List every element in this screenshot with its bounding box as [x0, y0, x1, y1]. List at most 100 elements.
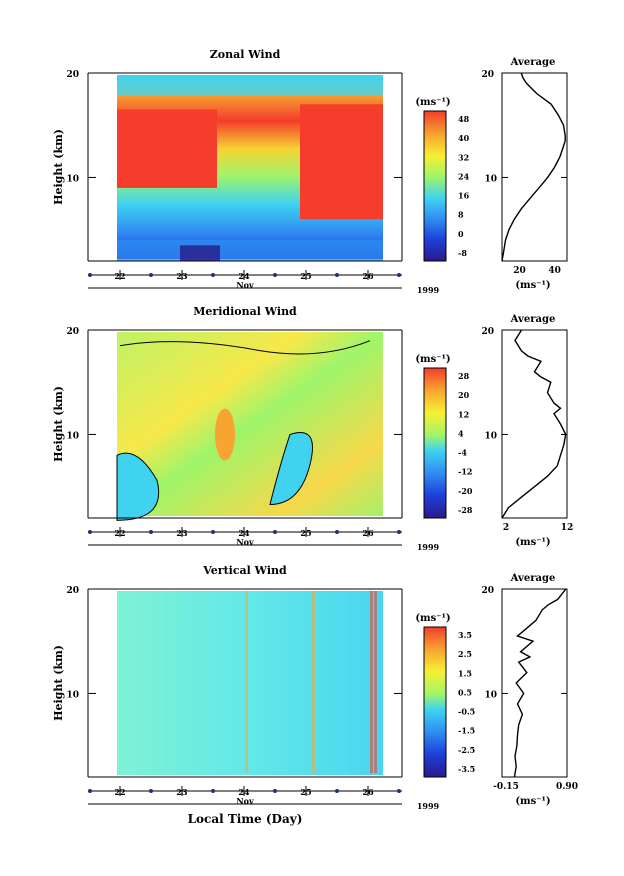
colorbar-tick-label: 20 [458, 390, 470, 400]
y-axis-label: Height (km) [52, 645, 65, 721]
colorbar-tick-label: -12 [458, 467, 472, 477]
month-label: Nov [236, 280, 254, 290]
date-tick-label: 23 [176, 528, 188, 538]
colorbar-unit: (ms⁻¹) [415, 354, 450, 365]
colorbar-tick-label: -2.5 [458, 745, 475, 755]
date-half-marker [211, 530, 215, 534]
average-title: Average [510, 573, 556, 584]
average-frame [501, 72, 568, 262]
colorbar [423, 626, 447, 778]
y-axis-label: Height (km) [52, 129, 65, 205]
vertical-wind-streak [245, 591, 248, 773]
colorbar-tick-label: 3.5 [458, 630, 472, 640]
date-half-marker [273, 530, 277, 534]
average-frame [501, 329, 568, 519]
colorbar-tick-label: -3.5 [458, 764, 475, 774]
date-half-marker [88, 273, 92, 277]
date-tick-label: 24 [238, 528, 250, 538]
vertical-wind-streak [312, 591, 315, 773]
date-tick-label: 25 [300, 528, 311, 538]
average-panel-1: Average 20 10 20 40 (ms⁻¹) [481, 57, 568, 291]
upper-band [117, 75, 383, 96]
date-tick-label: 22 [114, 787, 125, 797]
negative-contour-right [269, 432, 313, 505]
colorbar-tick-label: 48 [458, 114, 470, 124]
average-x-tick: 40 [548, 266, 561, 276]
date-half-marker [88, 789, 92, 793]
date-tick-label: 26 [362, 271, 374, 281]
date-tick-label: 22 [114, 271, 125, 281]
colorbar-tick-label: 32 [458, 152, 469, 162]
average-frame [501, 588, 568, 778]
average-x-tick: -0.15 [493, 782, 519, 792]
average-panel-3: Average 20 10 -0.15 0.90 (ms⁻¹) [481, 573, 577, 807]
y-tick-label: 20 [66, 70, 79, 80]
date-tick-label: 23 [176, 787, 188, 797]
month-label: Nov [236, 796, 254, 806]
colorbar-tick-label: 24 [458, 171, 470, 181]
date-tick-label: 25 [300, 787, 311, 797]
date-half-marker [335, 273, 339, 277]
date-half-marker [88, 530, 92, 534]
average-y-tick: 20 [481, 586, 494, 596]
colorbar-tick-label: 0.5 [458, 687, 472, 697]
y-tick-label: 20 [66, 586, 79, 596]
y-tick-label: 10 [66, 690, 79, 700]
colorbar-tick-label: -4 [458, 448, 467, 458]
jet-core-right [300, 104, 383, 220]
bottom-x-axis-label: Local Time (Day) [188, 812, 303, 826]
colorbar-tick-label: 28 [458, 371, 470, 381]
average-title: Average [510, 57, 556, 68]
year-label: 1999 [417, 542, 440, 552]
data-field [117, 591, 383, 775]
average-x-tick: 20 [513, 266, 526, 276]
vertical-wind-streak [370, 591, 373, 773]
year-label: 1999 [417, 801, 440, 811]
date-half-marker [397, 273, 401, 277]
average-y-tick: 10 [484, 690, 497, 700]
average-x-label: (ms⁻¹) [515, 796, 550, 807]
negative-contour-left [116, 452, 159, 521]
average-profile-line [513, 588, 567, 778]
colorbar [423, 110, 447, 262]
date-tick-label: 26 [362, 787, 374, 797]
colorbar-tick-label: -8 [458, 248, 467, 258]
panel-title: Vertical Wind [202, 564, 287, 577]
date-half-marker [397, 789, 401, 793]
colorbar-tick-label: 4 [458, 428, 464, 438]
average-title: Average [510, 314, 556, 325]
average-y-tick: 10 [484, 431, 497, 441]
y-tick-label: 10 [66, 431, 79, 441]
average-y-tick: 10 [484, 174, 497, 184]
date-tick-label: 24 [238, 787, 250, 797]
colorbar-tick-label: 1.5 [458, 668, 472, 678]
average-x-tick: 2 [503, 523, 509, 533]
colorbar-tick-label: -0.5 [458, 707, 475, 717]
colorbar-tick-label: 0 [458, 229, 464, 239]
average-x-tick: 12 [561, 523, 574, 533]
colorbar-tick-label: 40 [458, 133, 470, 143]
panel-title: Zonal Wind [210, 48, 281, 61]
contour-top [119, 340, 371, 355]
average-x-label: (ms⁻¹) [515, 537, 550, 548]
colorbar-tick-label: 16 [458, 191, 470, 201]
date-tick-label: 25 [300, 271, 311, 281]
date-half-marker [211, 273, 215, 277]
y-tick-label: 20 [66, 327, 79, 337]
average-x-tick: 0.90 [556, 782, 578, 792]
low-wind-band [117, 240, 383, 261]
vertical-wind-streak [374, 591, 377, 773]
date-half-marker [273, 789, 277, 793]
date-half-marker [335, 789, 339, 793]
colorbar-tick-label: 8 [458, 210, 464, 220]
month-label: Nov [236, 537, 254, 547]
y-tick-label: 10 [66, 174, 79, 184]
average-panel-2: Average 20 10 2 12 (ms⁻¹) [481, 314, 573, 548]
date-tick-label: 24 [238, 271, 250, 281]
colorbar-tick-label: 2.5 [458, 649, 472, 659]
colorbar-tick-label: -20 [458, 486, 473, 496]
